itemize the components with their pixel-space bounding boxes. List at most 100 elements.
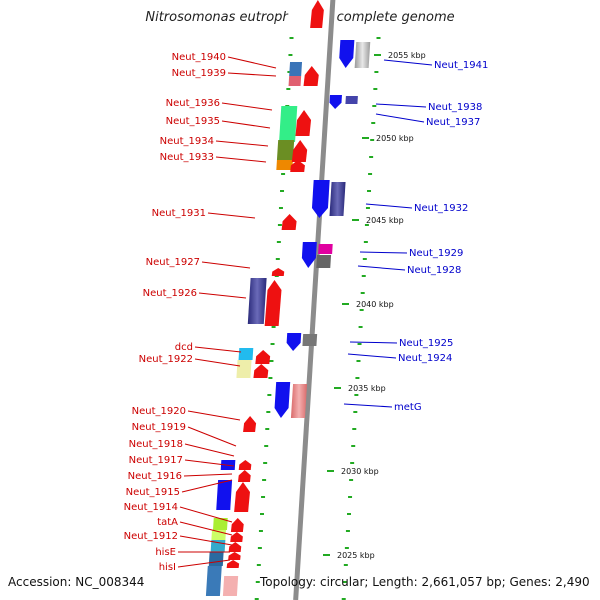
gene-label-right: metG	[394, 402, 422, 413]
gene-label-left: Neut_1914	[124, 502, 178, 513]
leader-line	[215, 156, 267, 163]
gene-label-right: Neut_1925	[399, 338, 453, 349]
gene-label-left: Neut_1936	[166, 98, 220, 109]
gene-hise-b	[228, 552, 241, 560]
gene-label-left: Neut_1922	[139, 354, 193, 365]
gene-neut-1925	[286, 333, 302, 351]
kbp-label: 2025 kbp	[337, 551, 375, 560]
gene-label-left: Neut_1927	[146, 257, 200, 268]
kbp-label: 2055 kbp	[388, 51, 426, 60]
gene-neut-1920	[243, 416, 257, 432]
gene-neut-1914	[213, 518, 228, 530]
accession-text: Accession: NC_008344	[8, 575, 145, 589]
gene-label-left: hisI	[159, 562, 176, 573]
gene-label-right: Neut_1938	[428, 102, 482, 113]
gene-label-right: Neut_1924	[398, 353, 452, 364]
gene-neut-1917b	[238, 460, 252, 470]
gene-label-left: Neut_1912	[124, 531, 178, 542]
gene-neut-1915	[216, 480, 233, 510]
gene-tata-b	[230, 532, 243, 542]
gene-label-left: Neut_1918	[129, 439, 183, 450]
gene-neut-1915b	[234, 482, 250, 512]
gene-dcd-b	[255, 350, 271, 364]
kbp-label: 2030 kbp	[341, 467, 379, 476]
leader-line	[343, 403, 393, 408]
gene-hisi-b	[226, 560, 240, 568]
leader-line	[359, 251, 408, 254]
gene-neut-1929b	[318, 244, 333, 254]
kbp-label: 2050 kbp	[376, 134, 414, 143]
gene-neut-1933	[276, 160, 293, 170]
gene-bottom-pink	[222, 576, 239, 596]
gene-neut-1922b	[253, 364, 269, 378]
genome-backbone	[293, 0, 336, 600]
leader-line	[375, 113, 425, 123]
leader-line	[357, 265, 406, 271]
gene-label-right: Neut_1941	[434, 60, 488, 71]
leader-line	[349, 341, 398, 344]
leader-line	[184, 459, 235, 467]
kbp-label: 2035 kbp	[348, 384, 386, 393]
leader-line	[194, 358, 241, 367]
gene-neut-1912b	[228, 542, 242, 552]
gene-neut-1927	[271, 268, 285, 276]
gene-neut-1922	[236, 360, 252, 378]
leader-line	[347, 353, 397, 359]
leader-line	[221, 102, 273, 111]
leader-line	[383, 59, 433, 66]
leader-line	[187, 410, 241, 421]
gene-label-left: Neut_1919	[132, 422, 186, 433]
gene-neut-1939b	[303, 66, 319, 86]
gene-label-left: Neut_1931	[152, 208, 206, 219]
gene-label-left: dcd	[175, 342, 193, 353]
gene-neut-1916	[237, 470, 251, 482]
gene-neut-1941	[339, 40, 355, 68]
gene-neut-1937	[345, 96, 358, 104]
gene-top-red	[310, 0, 324, 28]
gene-neut-1940	[289, 62, 303, 76]
gene-neut-1934b	[291, 140, 308, 162]
gene-neut-1933b	[290, 160, 305, 172]
leader-line	[179, 506, 233, 523]
leader-line	[194, 346, 242, 353]
leader-line	[227, 72, 277, 77]
gene-neut-1914b	[230, 518, 244, 532]
leader-line	[179, 521, 233, 536]
leader-line	[215, 140, 269, 147]
gene-hise	[208, 552, 224, 566]
gene-label-right: Neut_1937	[426, 117, 480, 128]
gene-metg	[274, 382, 291, 418]
gene-label-left: Neut_1933	[160, 152, 214, 163]
gene-label-right: Neut_1929	[409, 248, 463, 259]
kbp-label: 2040 kbp	[356, 300, 394, 309]
leader-line	[177, 559, 231, 568]
gene-label-right: Neut_1932	[414, 203, 468, 214]
gene-label-left: Neut_1917	[129, 455, 183, 466]
gene-neut-1935	[295, 110, 312, 136]
gene-neut-1934	[276, 140, 295, 160]
leader-line	[184, 443, 235, 457]
leader-line	[198, 292, 247, 299]
gene-neut-1926	[247, 278, 267, 324]
leader-line	[365, 203, 413, 209]
leader-line	[179, 535, 233, 546]
gene-dcd	[238, 348, 254, 360]
gene-label-left: Neut_1939	[172, 68, 226, 79]
leader-line	[183, 473, 233, 477]
gene-neut-1929	[301, 242, 317, 268]
genome-summary-text: Topology: circular; Length: 2,661,057 bp…	[260, 575, 590, 589]
gene-label-left: Neut_1920	[132, 406, 186, 417]
gene-neut-1938	[329, 95, 342, 109]
gene-neut-1932b	[329, 182, 346, 216]
gene-label-left: Neut_1935	[166, 116, 220, 127]
gene-metg-b	[290, 384, 308, 418]
gene-label-left: hisE	[155, 547, 176, 558]
gene-neut-1924	[302, 334, 318, 346]
gene-neut-1931	[281, 214, 297, 230]
gene-label-left: Neut_1926	[143, 288, 197, 299]
leader-line	[207, 212, 256, 219]
gene-label-right: Neut_1928	[407, 265, 461, 276]
gene-neut-1939	[288, 76, 302, 86]
gene-label-left: tatA	[157, 517, 178, 528]
